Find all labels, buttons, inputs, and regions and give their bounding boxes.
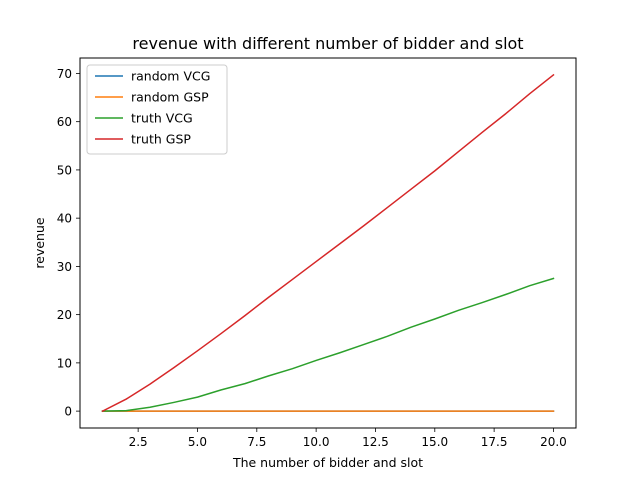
x-tick-label: 20.0 [540,435,567,449]
legend-box [86,64,228,155]
y-tick-label: 0 [64,405,72,419]
series-line-truth-gsp [101,73,555,413]
x-tick-label: 17.5 [481,435,508,449]
y-tick-label: 60 [57,115,72,129]
series-line-truth-vcg [101,277,555,412]
y-tick-label: 70 [57,67,72,81]
legend-label-truth-vcg: truth VCG [131,111,193,126]
plot-area [101,73,555,413]
legend-label-random-vcg: random VCG [131,69,210,84]
x-tick-label: 12.5 [362,435,389,449]
y-tick-label: 20 [57,308,72,322]
legend-label-random-gsp: random GSP [131,90,209,105]
x-axis-label: The number of bidder and slot [232,455,423,470]
legend-label-truth-gsp: truth GSP [131,132,191,147]
y-axis: 0 10 20 30 40 50 60 70 [57,67,80,419]
chart-title: revenue with different number of bidder … [132,34,523,53]
x-tick-label: 15.0 [421,435,448,449]
y-tick-label: 30 [57,260,72,274]
x-axis: 2.5 5.0 7.5 10.0 12.5 15.0 17.5 20.0 [129,428,567,449]
y-tick-label: 50 [57,163,72,177]
x-tick-label: 5.0 [188,435,207,449]
y-axis-label: revenue [32,217,47,268]
axes-frame [79,57,577,429]
x-tick-label: 2.5 [129,435,148,449]
x-tick-label: 7.5 [247,435,266,449]
legend: random VCG random GSP truth VCG truth GSP [86,64,228,155]
x-tick-label: 10.0 [303,435,330,449]
y-tick-label: 10 [57,356,72,370]
y-tick-label: 40 [57,212,72,226]
